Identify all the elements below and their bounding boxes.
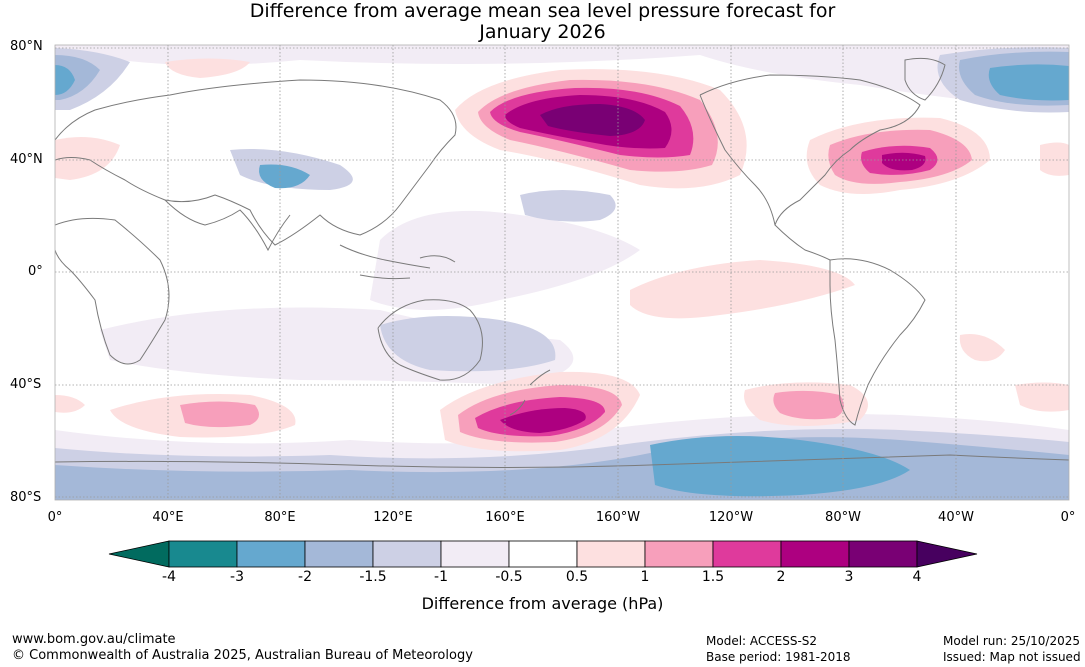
lon-label-0-left: 0° (47, 510, 63, 525)
colorbar-swatch (780, 540, 850, 568)
colorbar-tick-label: 1.5 (701, 569, 725, 585)
gridlines (55, 45, 1069, 500)
anomaly-neg05-tropics (370, 210, 640, 310)
colorbar-tick-label: -2 (298, 569, 312, 585)
colorbar-tick-label: 2 (776, 569, 786, 585)
anomaly-neg2-tibet (259, 164, 310, 189)
colorbar-swatch (712, 540, 782, 568)
colorbar-swatch (644, 540, 714, 568)
colorbar-extend-low (108, 540, 170, 568)
colorbar-tick-label: 4 (912, 569, 922, 585)
lat-label-equator: 0° (28, 264, 43, 279)
footer-website: www.bom.gov.au/climate (12, 632, 176, 647)
anomaly-neg2-south (650, 436, 910, 497)
map-title-line-1: Difference from average mean sea level p… (249, 0, 836, 22)
anomaly-pos05-europe (55, 136, 120, 180)
colorbar-tick-label: -3 (230, 569, 244, 585)
coast-africa (55, 217, 170, 365)
footer-model-run: Model run: 25/10/2025 (943, 634, 1081, 648)
lon-label-120w: 120°W (708, 510, 754, 525)
anomaly-neg05-arctic (55, 45, 1069, 110)
footer-model: Model: ACCESS-S2 (706, 634, 818, 648)
colorbar-extend-high (916, 540, 978, 568)
anomaly-pos1-sind (180, 401, 259, 428)
lat-label-80n: 80°N (10, 39, 43, 54)
colorbar-swatch (168, 540, 238, 568)
anomaly-neg1-australia (380, 316, 556, 372)
coast-australia (377, 299, 483, 381)
anomaly-neg1-pacific (520, 190, 616, 222)
lon-label-160e: 160°E (485, 510, 525, 525)
colorbar-swatch (576, 540, 646, 568)
coast-indonesia (339, 244, 456, 280)
anomaly-pos05-epac (630, 260, 855, 319)
footer-base-period: Base period: 1981-2018 (706, 650, 851, 664)
coast-north-america (699, 74, 921, 261)
coast-greenland (904, 57, 946, 101)
anomaly-pos2-natl (882, 152, 926, 171)
coastlines (55, 57, 1069, 468)
lon-label-80w: 80°W (825, 510, 861, 525)
colorbar (108, 540, 978, 568)
colorbar-swatch (440, 540, 510, 568)
coast-antarctica (55, 454, 1069, 468)
anomaly-pos05-samerica (959, 334, 1005, 362)
lat-label-40s: 40°S (10, 377, 42, 392)
colorbar-tick-label: 1 (640, 569, 650, 585)
lon-label-80e: 80°E (264, 510, 296, 525)
colorbar-tick-label: 3 (844, 569, 854, 585)
anomaly-pos1-satl (773, 390, 844, 420)
anomaly-neg2-arctic (988, 64, 1069, 101)
coast-arabia-india (164, 199, 291, 252)
colorbar-swatch (508, 540, 578, 568)
anomaly-pos05-siberia (165, 58, 250, 78)
anomaly-pos05-sw (55, 395, 85, 413)
colorbar-tick-label: -1 (434, 569, 448, 585)
map-title-line-2: January 2026 (479, 21, 606, 43)
footer-copyright: © Commonwealth of Australia 2025, Austra… (12, 648, 473, 663)
anomaly-pos3-npac (540, 104, 645, 136)
lon-label-40e: 40°E (152, 510, 184, 525)
colorbar-swatch (372, 540, 442, 568)
lon-label-120e: 120°E (373, 510, 413, 525)
lon-label-40w: 40°W (938, 510, 974, 525)
lon-label-160w: 160°W (595, 510, 641, 525)
colorbar-swatch (304, 540, 374, 568)
lat-label-80s: 80°S (10, 490, 42, 505)
coast-europe-asia (55, 79, 457, 246)
colorbar-tick-label: -1.5 (359, 569, 387, 585)
colorbar-swatch (236, 540, 306, 568)
colorbar-swatch (848, 540, 918, 568)
anomaly-pos2-spac (500, 408, 586, 433)
colorbar-tick-label: 0.5 (565, 569, 589, 585)
map-frame (54, 44, 1070, 501)
lat-label-40n: 40°N (10, 152, 43, 167)
lon-label-0-right: 0° (1060, 510, 1076, 525)
coast-new-zealand (509, 369, 551, 416)
anomaly-pos05-satl-e (1015, 382, 1069, 412)
colorbar-label: Difference from average (hPa) (421, 594, 664, 613)
anomaly-layers (55, 45, 1069, 500)
footer-issued: Issued: Map not issued (943, 650, 1081, 664)
anomaly-neg2-arctic-w (55, 65, 75, 95)
anomaly-pos05-seur (1040, 142, 1069, 176)
colorbar-tick-label: -4 (162, 569, 176, 585)
colorbar-tick-label: -0.5 (495, 569, 523, 585)
